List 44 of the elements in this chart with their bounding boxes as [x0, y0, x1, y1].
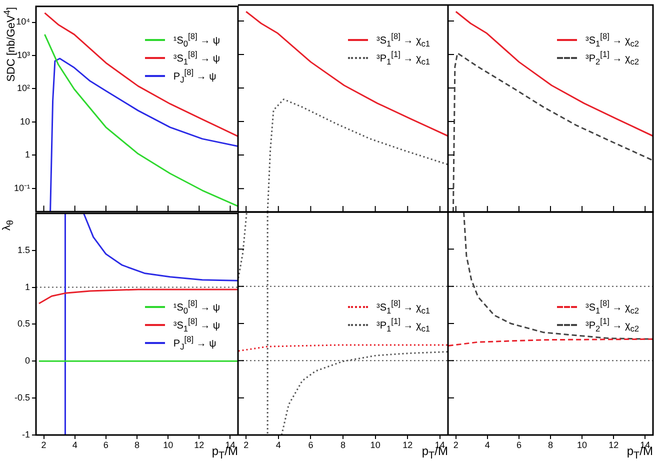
- x-tick-label: 2: [453, 440, 458, 450]
- y-tick-label: 0.5: [17, 318, 30, 329]
- y-tick-label: -0.5: [14, 392, 30, 403]
- x-tick-label: 12: [402, 440, 413, 450]
- legend-label: ³S$_{1}$$^{[8]}$ → χ$_{c2}$: [585, 31, 639, 49]
- legend-label: ³P$_{1}$$^{[1]}$ → χ$_{c1}$: [376, 316, 430, 334]
- x-tick-label: 4: [276, 440, 281, 450]
- x-tick-label: 10: [163, 440, 174, 450]
- x-tick-label: 4: [72, 440, 78, 450]
- legend-label: P$_{J}$$^{[8]}$ → ψ: [173, 334, 216, 352]
- y-tick-label: 1.5: [17, 244, 30, 255]
- legend-label: ³P$_{2}$$^{[1]}$ → χ$_{c2}$: [585, 49, 639, 67]
- legend-label: ³S$_{1}$$^{[8]}$ → χ$_{c1}$: [376, 298, 430, 316]
- y-tick-label: 10²: [16, 83, 30, 94]
- legend-label: ³P$_{2}$$^{[1]}$ → χ$_{c2}$: [585, 316, 639, 334]
- x-tick-label: 12: [194, 440, 204, 450]
- legend-label: ¹S$_{0}$$^{[8]}$ → ψ: [173, 298, 220, 316]
- y-tick-label: 0: [24, 356, 30, 366]
- x-tick-label: 12: [608, 440, 619, 450]
- legend-label: ³S$_{1}$$^{[8]}$ → ψ: [173, 316, 220, 334]
- legend-label: ³P$_{1}$$^{[1]}$ → χ$_{c1}$: [376, 49, 430, 67]
- x-tick-label: 10: [577, 440, 588, 450]
- y-tick-label: 1: [24, 282, 30, 292]
- legend-label: ³S$_{1}$$^{[8]}$ → χ$_{c1}$: [376, 31, 430, 49]
- y-tick-label: 10³: [16, 50, 30, 60]
- legend-label: P$_{J}$$^{[8]}$ → ψ: [173, 67, 216, 85]
- x-tick-label: 4: [484, 440, 490, 450]
- x-tick-label: 2: [244, 440, 249, 450]
- x-tick-label: 8: [548, 440, 554, 450]
- legend-label: ³S$_{1}$$^{[8]}$ → ψ: [173, 49, 220, 67]
- x-tick-label: 6: [103, 440, 108, 450]
- x-tick-label: 2: [41, 440, 46, 450]
- y-tick-label: -1: [22, 429, 30, 440]
- y-tick-label: 10⁻¹: [14, 182, 30, 193]
- x-tick-label: 6: [516, 440, 522, 450]
- x-tick-label: 6: [308, 440, 314, 450]
- x-tick-label: 10: [370, 440, 380, 450]
- y-tick-label: 10: [20, 116, 30, 126]
- x-tick-label: 8: [340, 440, 346, 450]
- y-tick-label: 10⁴: [16, 16, 30, 27]
- y-tick-label: 1: [24, 150, 30, 160]
- legend-label: ³S$_{1}$$^{[8]}$ → χ$_{c2}$: [585, 298, 639, 316]
- legend-label: ¹S$_{0}$$^{[8]}$ → ψ: [173, 31, 220, 49]
- x-tick-label: 8: [134, 440, 140, 450]
